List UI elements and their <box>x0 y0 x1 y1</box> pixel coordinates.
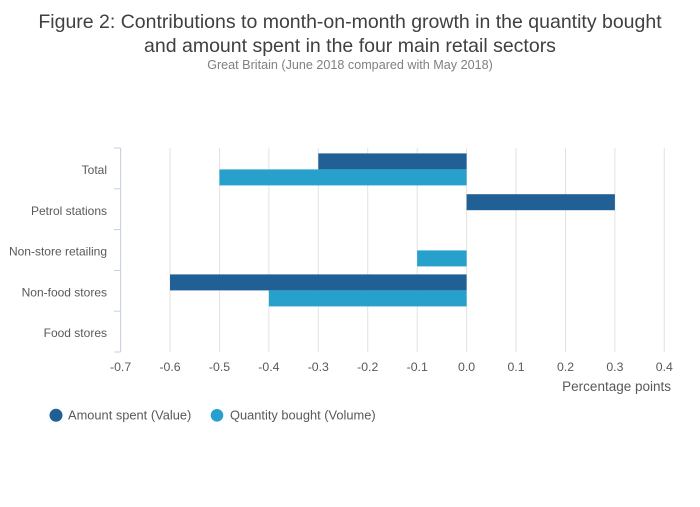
svg-text:0.4: 0.4 <box>656 360 673 374</box>
svg-text:Food stores: Food stores <box>44 326 107 340</box>
svg-text:Quantity bought (Volume): Quantity bought (Volume) <box>230 408 376 423</box>
svg-text:-0.7: -0.7 <box>110 360 131 374</box>
svg-text:Percentage points: Percentage points <box>562 379 671 394</box>
svg-text:-0.1: -0.1 <box>407 360 428 374</box>
svg-text:0.3: 0.3 <box>606 360 623 374</box>
svg-text:-0.4: -0.4 <box>258 360 279 374</box>
svg-text:Total: Total <box>82 163 107 177</box>
svg-text:-0.3: -0.3 <box>308 360 329 374</box>
svg-text:0.1: 0.1 <box>507 360 524 374</box>
svg-text:-0.5: -0.5 <box>209 360 230 374</box>
svg-text:-0.2: -0.2 <box>357 360 378 374</box>
svg-text:Petrol stations: Petrol stations <box>31 204 107 218</box>
svg-text:-0.6: -0.6 <box>159 360 180 374</box>
svg-text:0.0: 0.0 <box>458 360 475 374</box>
svg-text:0.2: 0.2 <box>557 360 574 374</box>
svg-text:Non-store retailing: Non-store retailing <box>9 245 107 259</box>
svg-text:Non-food stores: Non-food stores <box>22 285 107 299</box>
svg-text:Amount spent (Value): Amount spent (Value) <box>68 408 191 423</box>
